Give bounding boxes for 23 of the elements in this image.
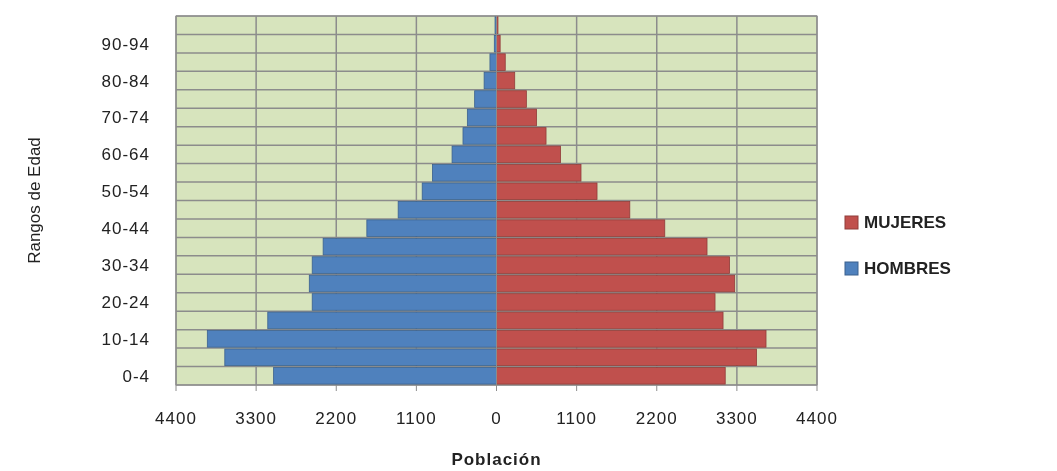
y-tick-label: 90-94 (101, 34, 150, 54)
y-tick-label: 40-44 (101, 219, 150, 239)
x-axis-title: Población (451, 450, 542, 469)
y-axis-title: Rangos de Edad (25, 137, 44, 264)
x-tick-label: 1100 (556, 409, 597, 428)
y-tick-label: 20-24 (101, 292, 150, 312)
x-tick-label: 4400 (155, 409, 197, 428)
y-tick-label: 60-64 (101, 145, 150, 165)
y-tick-label: 10-14 (101, 329, 150, 349)
x-tick-label: 1100 (396, 409, 437, 428)
y-tick-label: 0-4 (122, 366, 150, 386)
y-tick-label: 50-54 (101, 182, 150, 202)
y-tick-label: 70-74 (101, 108, 150, 128)
x-tick-label: 0 (491, 409, 502, 428)
y-tick-label: 30-34 (101, 256, 150, 276)
x-tick-label: 4400 (796, 409, 838, 428)
x-tick-label: 2200 (315, 409, 358, 428)
y-tick-label: 80-84 (101, 71, 150, 91)
legend-label: MUJERES (864, 213, 947, 232)
x-tick-label: 3300 (715, 409, 758, 428)
x-tick-label: 3300 (235, 409, 278, 428)
x-tick-label: 2200 (635, 409, 678, 428)
legend-label: HOMBRES (864, 259, 951, 278)
